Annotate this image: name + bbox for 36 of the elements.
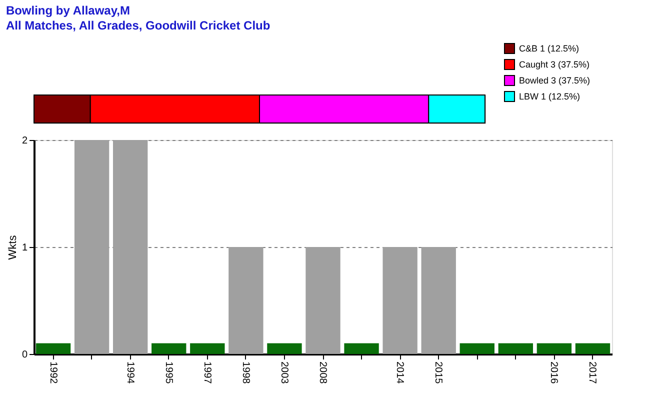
x-tick-label: 1995	[162, 362, 174, 384]
bar	[382, 247, 418, 354]
bar	[460, 343, 494, 354]
bar	[228, 247, 264, 354]
x-tick-label: 2003	[278, 362, 290, 384]
bar	[36, 343, 71, 354]
bar	[152, 343, 186, 354]
bar	[344, 343, 379, 354]
chart-title: Bowling by Allaway,M	[6, 4, 130, 18]
x-tick-label: 1998	[240, 362, 251, 384]
bar	[267, 343, 302, 354]
y-tick-label: 1	[22, 242, 28, 254]
y-tick-label: 2	[22, 136, 28, 146]
bar	[536, 343, 572, 354]
y-tick-label: 0	[22, 350, 28, 360]
x-tick-label: 2014	[394, 362, 406, 384]
bar	[306, 247, 340, 354]
y-axis-title: Wkts	[6, 234, 19, 260]
x-tick-label: 1997	[201, 362, 212, 384]
legend-label: Caught 3 (37.5%)	[519, 60, 590, 70]
chart-subtitle: All Matches, All Grades, Goodwill Cricket Club	[6, 18, 270, 32]
x-tick-label: 2016	[548, 362, 560, 384]
bar	[74, 140, 110, 354]
bar	[575, 343, 610, 354]
bar	[498, 343, 534, 354]
x-tick-label: 1992	[47, 362, 58, 384]
legend-label: Bowled 3 (37.5%)	[519, 76, 590, 86]
legend-label: C&B 1 (12.5%)	[519, 44, 580, 54]
x-tick-label: 2008	[317, 362, 328, 384]
legend-label: LBW 1 (12.5%)	[519, 92, 580, 102]
bar	[112, 140, 148, 354]
bar	[421, 247, 456, 354]
x-tick-label: 2015	[432, 362, 444, 384]
x-tick-label: 1994	[124, 362, 136, 384]
bar	[190, 343, 225, 354]
x-tick-label: 2017	[586, 362, 598, 384]
